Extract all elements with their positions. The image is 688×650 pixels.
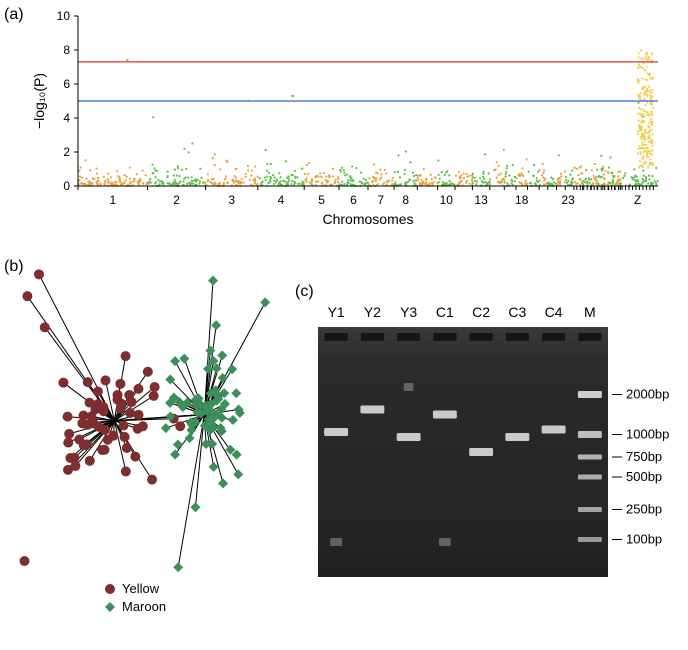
network-plot: Yellow Maroon <box>10 255 300 635</box>
svg-text:6: 6 <box>350 193 357 207</box>
svg-text:13: 13 <box>474 193 488 207</box>
svg-text:C2: C2 <box>472 304 490 320</box>
svg-text:C3: C3 <box>508 304 526 320</box>
svg-text:10: 10 <box>57 9 71 23</box>
svg-text:18: 18 <box>515 193 529 207</box>
svg-text:C1: C1 <box>436 304 454 320</box>
svg-text:10: 10 <box>440 193 454 207</box>
svg-text:3: 3 <box>228 193 235 207</box>
svg-text:Chromosomes: Chromosomes <box>322 211 413 227</box>
svg-text:2: 2 <box>63 145 70 159</box>
svg-text:2: 2 <box>173 193 180 207</box>
svg-text:1000bp: 1000bp <box>626 427 669 442</box>
svg-text:0: 0 <box>63 179 70 193</box>
svg-text:8: 8 <box>63 43 70 57</box>
svg-text:Y3: Y3 <box>400 304 417 320</box>
gel-image-panel: Y1 Y2 Y3 C1 C2 C3 C4 M 2000bp 1000bp 750bp 500bp 25… <box>300 295 680 635</box>
svg-text:4: 4 <box>278 193 285 207</box>
svg-text:2000bp: 2000bp <box>626 387 669 402</box>
svg-text:M: M <box>584 304 596 320</box>
svg-text:7: 7 <box>377 193 384 207</box>
svg-text:5: 5 <box>318 193 325 207</box>
svg-text:Z: Z <box>634 193 641 207</box>
svg-text:100bp: 100bp <box>626 532 662 547</box>
svg-text:Y1: Y1 <box>328 304 345 320</box>
svg-text:C4: C4 <box>545 304 563 320</box>
svg-text:1: 1 <box>109 193 116 207</box>
svg-text:250bp: 250bp <box>626 502 662 517</box>
svg-text:Yellow: Yellow <box>122 581 160 596</box>
svg-text:23: 23 <box>561 193 575 207</box>
svg-text:−log₁₀(P): −log₁₀(P) <box>31 73 47 129</box>
panel-label-a: (a) <box>4 6 24 24</box>
svg-text:8: 8 <box>402 193 409 207</box>
manhattan-plot: 02468101234567810131823ZChromosomes−log₁… <box>28 8 668 228</box>
svg-text:500bp: 500bp <box>626 469 662 484</box>
svg-text:750bp: 750bp <box>626 449 662 464</box>
svg-text:4: 4 <box>63 111 70 125</box>
svg-text:6: 6 <box>63 77 70 91</box>
svg-text:Y2: Y2 <box>364 304 381 320</box>
svg-text:Maroon: Maroon <box>122 599 166 614</box>
